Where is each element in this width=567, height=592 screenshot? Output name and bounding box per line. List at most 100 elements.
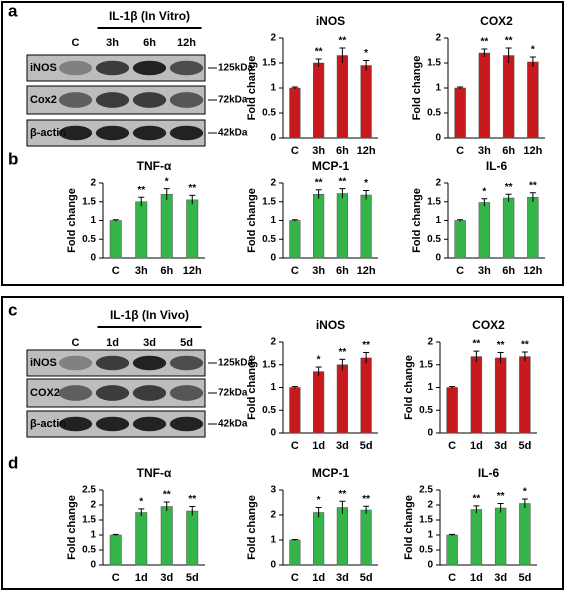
x-tick-label: 1d [470,440,483,452]
significance: ** [315,47,323,58]
significance: ** [472,494,480,505]
size-label: 42kDa [218,128,248,139]
bar [289,87,301,139]
y-tick-label: 1.5 [262,196,276,207]
bar [494,507,507,566]
significance: ** [338,489,346,500]
x-tick-label: 3d [160,572,173,584]
x-tick-label: 6h [336,145,349,157]
y-tick-label: 1.5 [262,359,276,370]
x-tick-label: 5d [360,572,373,584]
y-tick-label: 1.5 [419,359,433,370]
bar [519,356,531,434]
chart-title: COX2 [472,318,505,332]
significance: * [523,487,527,498]
blot-band [95,125,130,141]
x-tick-label: 12h [183,265,202,277]
size-label: 72kDa [218,95,248,106]
chart-title: iNOS [316,318,345,332]
y-tick-label: 0 [90,253,96,264]
blot-band [132,60,167,76]
blot-band [169,60,204,76]
y-tick-label: 0.5 [419,545,433,556]
x-tick-label: 1d [135,572,148,584]
bar [360,509,372,566]
x-tick-label: 3d [336,572,349,584]
bar [470,356,483,434]
bar [478,202,491,259]
significance: ** [472,339,480,350]
x-tick-label: C [456,145,464,157]
y-tick-label: 1.5 [82,196,96,207]
blot-band [132,355,167,371]
blot-band [58,385,93,401]
bar [135,201,148,259]
x-tick-label: 5d [360,440,373,452]
blot-band [95,92,130,108]
blot-label: Cox2 [30,94,57,106]
blot-label: COX2 [30,387,60,399]
bar [313,194,325,259]
panel-label: c [8,300,17,319]
bar [186,510,199,566]
significance: ** [338,36,346,47]
significance: ** [362,494,370,505]
significance: ** [362,340,370,351]
panel-frame [1,296,564,590]
y-tick-label: 2 [270,33,276,44]
y-tick-label: 0 [270,428,276,439]
x-tick-label: 3h [135,265,148,277]
significance: * [482,186,486,197]
chart-title: TNF-α [137,466,172,480]
bar [109,534,122,566]
x-tick-label: C [291,440,299,452]
significance: ** [529,180,537,191]
bar [502,55,515,139]
y-tick-label: 2 [90,500,96,511]
lane-label: 6h [143,37,156,49]
bar [336,364,348,434]
chart-title: MCP-1 [312,466,350,480]
y-tick-label: 2 [90,178,96,189]
significance: * [139,497,143,508]
y-tick-label: 1 [270,83,276,94]
significance: * [364,48,368,59]
significance: ** [338,347,346,358]
x-tick-label: 5d [186,572,199,584]
significance: * [317,355,321,366]
x-tick-label: C [448,572,456,584]
lane-label: 12h [177,37,196,49]
significance: ** [188,494,196,505]
y-tick-label: 1 [90,215,96,226]
y-tick-label: 0 [427,428,433,439]
y-tick-label: 0.5 [82,234,96,245]
x-tick-label: C [291,572,299,584]
significance: ** [163,490,171,501]
blot-band [95,416,130,432]
y-tick-label: 1 [435,83,441,94]
x-tick-label: 6h [502,265,515,277]
blot-band [58,416,93,432]
significance: ** [505,36,513,47]
y-tick-label: 1 [90,530,96,541]
x-tick-label: C [456,265,464,277]
bar [502,197,515,259]
blot-band [58,355,93,371]
y-tick-label: 1 [270,215,276,226]
lane-label: 3h [106,37,119,49]
bar [186,199,199,259]
size-label: 42kDa [218,419,248,430]
y-tick-label: 1 [435,215,441,226]
x-tick-label: C [112,265,120,277]
chart-title: iNOS [316,14,345,28]
blot-band [132,125,167,141]
significance: * [165,176,169,187]
y-tick-label: 2 [435,178,441,189]
significance: * [317,495,321,506]
panel-frame [1,1,564,286]
blot-title: IL-1β (In Vitro) [109,9,190,23]
y-tick-label: 1.5 [427,196,441,207]
significance: ** [480,37,488,48]
blot-label: β-actin [30,418,66,430]
